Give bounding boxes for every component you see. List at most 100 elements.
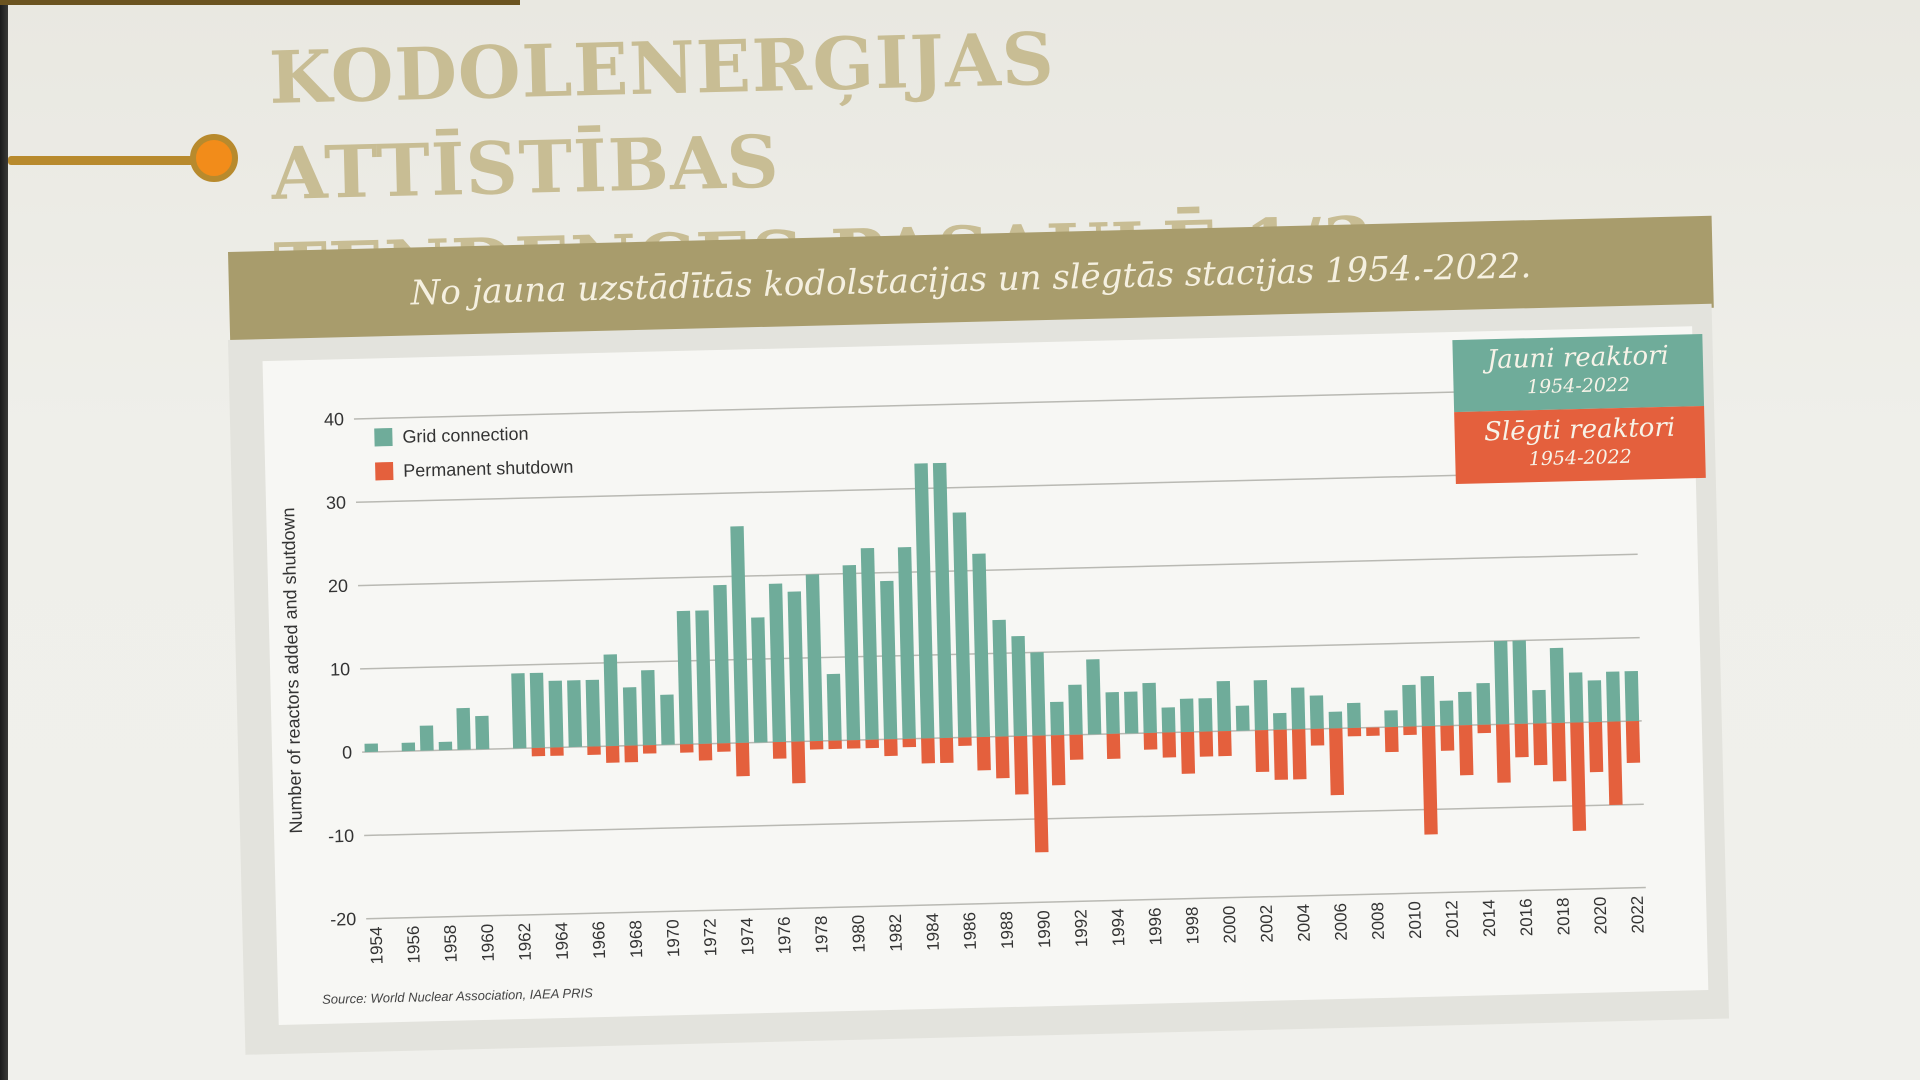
bar-grid-connection (768, 583, 787, 743)
x-tick-label: 1960 (478, 924, 498, 962)
bar-grid-connection (511, 673, 527, 749)
x-tick-label: 2012 (1442, 900, 1462, 938)
bar-permanent-shutdown (1050, 735, 1066, 786)
x-tick-label: 2010 (1405, 901, 1425, 939)
bar-permanent-shutdown (1384, 726, 1399, 753)
bar-permanent-shutdown (1143, 732, 1158, 750)
bar-permanent-shutdown (1106, 733, 1121, 759)
bar-permanent-shutdown (1217, 730, 1232, 757)
x-tick-label: 1974 (738, 917, 758, 955)
bar-permanent-shutdown (1329, 728, 1345, 796)
bar-permanent-shutdown (642, 744, 657, 754)
legend-swatch (374, 428, 393, 447)
bar-permanent-shutdown (531, 747, 546, 757)
bar-grid-connection (676, 610, 694, 745)
gridline (366, 886, 1646, 920)
bar-grid-connection (1587, 680, 1603, 723)
bar-grid-connection (805, 574, 824, 742)
bar-grid-connection (730, 526, 749, 744)
bar-grid-connection (603, 654, 620, 747)
chart-card: 40 30 20 10 0 -10 -20 Number of reactors added … (262, 326, 1709, 1025)
bar-grid-connection (1624, 670, 1640, 722)
bar-grid-connection (1512, 640, 1528, 725)
badge-new-years: 1954-2022 (1526, 373, 1631, 399)
x-tick-label: 1986 (960, 912, 980, 950)
badge-new-title: Jauni reaktori (1486, 340, 1670, 376)
bar-grid-connection (1179, 698, 1195, 733)
x-tick-label: 1998 (1183, 906, 1203, 944)
bar-permanent-shutdown (883, 739, 898, 757)
bar-permanent-shutdown (1495, 724, 1511, 783)
bar-grid-connection (1198, 698, 1213, 732)
x-tick-label: 2016 (1516, 898, 1536, 936)
bar-permanent-shutdown (1551, 722, 1567, 782)
bar-grid-connection (751, 617, 768, 743)
bar-grid-connection (1549, 647, 1565, 724)
bar-permanent-shutdown (1366, 727, 1380, 736)
y-axis-label: Number of reactors added and shutdown (278, 507, 306, 834)
bar-permanent-shutdown (1533, 723, 1548, 766)
badge-closed-reactors: Slēgti reaktori 1954-2022 (1454, 405, 1706, 485)
bar-permanent-shutdown (1421, 725, 1438, 835)
bar-grid-connection (1142, 682, 1157, 734)
x-tick-label: 2020 (1591, 896, 1611, 934)
bar-permanent-shutdown (1013, 735, 1029, 795)
x-tick-label: 2006 (1331, 903, 1351, 941)
bar-grid-connection (364, 743, 379, 753)
gridline (358, 553, 1638, 587)
bar-grid-connection (695, 610, 712, 744)
bar-permanent-shutdown (624, 745, 639, 763)
y-tick-label: 20 (328, 576, 349, 596)
x-tick-label: 1954 (367, 926, 387, 964)
legend-label: Permanent shutdown (403, 457, 574, 481)
bar-grid-connection (880, 580, 898, 740)
bar-grid-connection (842, 565, 861, 741)
x-tick-label: 2004 (1294, 904, 1314, 942)
slide-title-line1: KODOLENERĢIJAS ATTĪSTĪBAS (268, 15, 1056, 216)
bar-permanent-shutdown (587, 746, 601, 756)
x-tick-label: 1964 (552, 922, 572, 960)
bar-permanent-shutdown (976, 736, 991, 771)
bar-grid-connection (897, 547, 916, 739)
bar-grid-connection (992, 619, 1009, 737)
x-tick-label: 1968 (626, 920, 646, 958)
bar-grid-connection (932, 462, 953, 739)
bar-permanent-shutdown (1199, 731, 1214, 757)
bar-permanent-shutdown (698, 743, 713, 761)
bar-grid-connection (1476, 682, 1491, 725)
bar-grid-connection (826, 673, 842, 741)
x-tick-label: 1962 (515, 923, 535, 961)
badge-closed-title: Slēgti reaktori (1483, 412, 1676, 448)
bar-permanent-shutdown (550, 747, 564, 756)
bar-grid-connection (1346, 702, 1361, 729)
legend-swatch (375, 462, 394, 481)
bar-permanent-shutdown (1403, 726, 1417, 736)
bar-grid-connection (972, 553, 991, 738)
bar-permanent-shutdown (1162, 732, 1177, 758)
bar-grid-connection (952, 512, 972, 738)
bar-permanent-shutdown (679, 744, 694, 753)
bar-permanent-shutdown (1588, 721, 1604, 773)
bar-permanent-shutdown (1514, 723, 1529, 758)
bar-permanent-shutdown (865, 739, 879, 749)
bar-grid-connection (660, 694, 675, 745)
bar-grid-connection (1420, 675, 1436, 727)
bar-grid-connection (713, 584, 731, 744)
bar-grid-connection (1493, 640, 1510, 725)
x-tick-label: 2022 (1628, 896, 1648, 934)
badge-new-reactors: Jauni reaktori 1954-2022 (1452, 333, 1705, 413)
bar-grid-connection (419, 725, 434, 751)
y-tick-label: 0 (342, 742, 353, 762)
x-tick-label: 1992 (1071, 909, 1091, 947)
bar-permanent-shutdown (1477, 724, 1491, 734)
legend-label: Grid connection (402, 424, 529, 447)
bar-grid-connection (438, 741, 453, 751)
gridline (353, 386, 1634, 420)
bar-grid-connection (1273, 712, 1287, 730)
y-tick-label: 30 (326, 493, 347, 513)
x-tick-label: 2000 (1220, 905, 1240, 943)
bar-grid-connection (1216, 680, 1232, 732)
bar-permanent-shutdown (939, 737, 954, 764)
bar-grid-connection (548, 680, 564, 748)
